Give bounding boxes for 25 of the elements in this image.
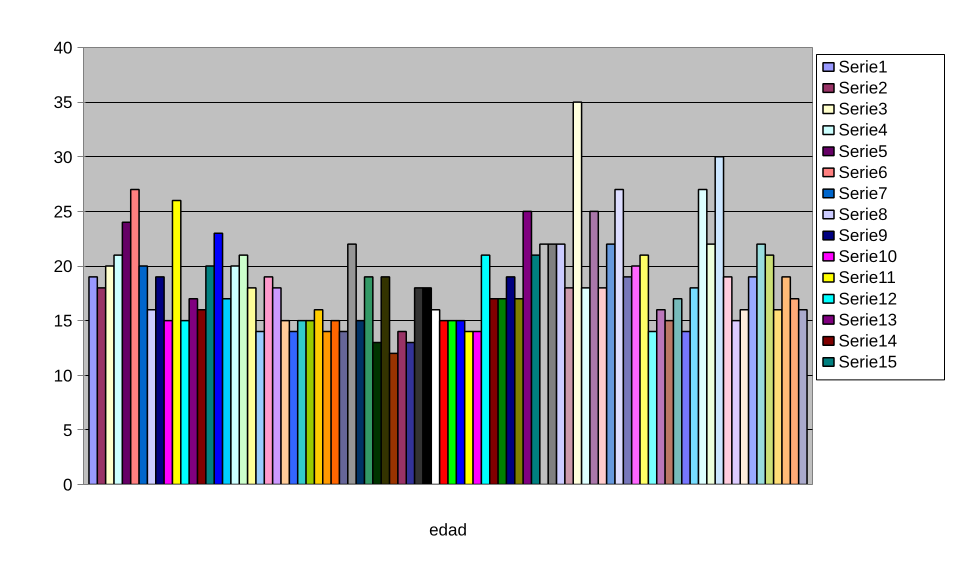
legend-label: Serie12 <box>838 289 898 308</box>
legend-label: Serie1 <box>838 58 888 77</box>
legend-label: Serie14 <box>838 331 898 350</box>
x-tick-label: edad <box>429 520 467 540</box>
y-tick-label: 15 <box>54 312 73 331</box>
legend-label: Serie10 <box>838 247 898 266</box>
legend-label: Serie5 <box>838 142 888 161</box>
y-tick-label: 25 <box>54 202 73 222</box>
legend-label: Serie7 <box>838 184 888 203</box>
legend-label: Serie2 <box>838 78 888 98</box>
legend-label: Serie8 <box>838 204 888 224</box>
y-tick-label: 5 <box>63 420 73 440</box>
legend-label: Serie9 <box>838 226 888 246</box>
legend-label: Serie15 <box>838 352 898 372</box>
legend-label: Serie11 <box>838 268 896 288</box>
legend-label: Serie6 <box>838 162 888 182</box>
y-tick-label: 10 <box>54 366 73 386</box>
legend-label: Serie4 <box>838 120 888 140</box>
legend-label: Serie13 <box>838 310 898 330</box>
y-tick-label: 0 <box>63 476 73 494</box>
y-tick-label: 35 <box>54 93 73 112</box>
legend-label: Serie3 <box>838 100 888 119</box>
y-tick-label: 20 <box>54 257 73 276</box>
y-tick-label: 30 <box>54 148 73 167</box>
y-tick-label: 40 <box>54 38 73 58</box>
